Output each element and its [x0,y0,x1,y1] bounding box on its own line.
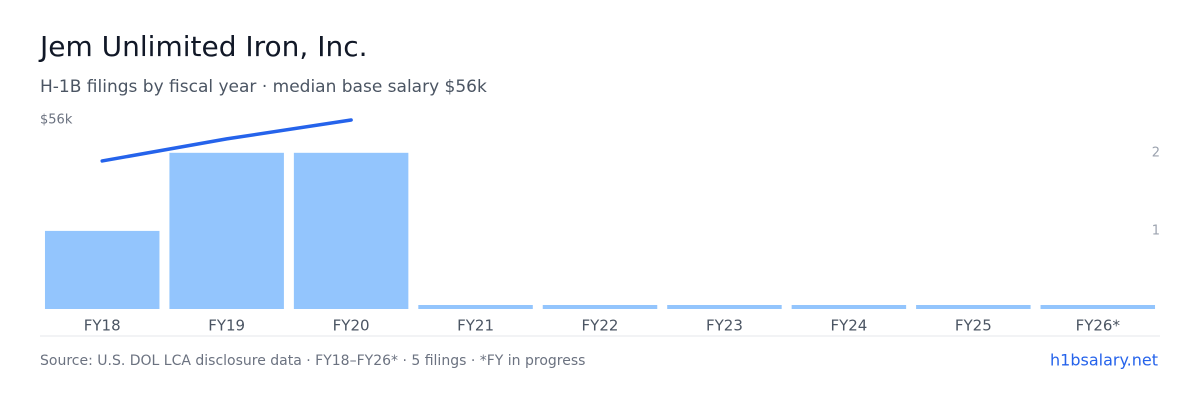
chart-title: Jem Unlimited Iron, Inc. [38,30,368,63]
bar [1040,305,1156,309]
x-tick-label: FY20 [333,317,370,335]
x-tick-label: FY23 [706,317,743,335]
x-tick-label: FY18 [84,317,121,335]
bar [44,230,160,309]
x-tick-label: FY24 [830,317,867,335]
bar [293,152,409,309]
y2-tick-label: 1 [1152,223,1160,238]
bar [791,305,907,309]
y2-tick-label: 2 [1152,145,1160,160]
bar [916,305,1031,309]
y-tick-label: $56k [40,113,73,128]
salary-line [100,118,353,163]
bar [418,305,533,309]
site-link[interactable]: h1bsalary.net [1050,351,1158,370]
x-tick-label: FY26* [1076,317,1121,335]
source-note: Source: U.S. DOL LCA disclosure data · F… [40,353,585,369]
x-tick-label: FY22 [582,317,619,335]
x-tick-label: FY19 [208,317,245,335]
x-tick-label: FY25 [955,317,992,335]
x-tick-label: FY21 [457,317,494,335]
bar [542,305,658,309]
bar [667,305,782,309]
chart-subtitle: H-1B filings by fiscal year · median bas… [40,77,487,97]
bar [169,152,284,309]
